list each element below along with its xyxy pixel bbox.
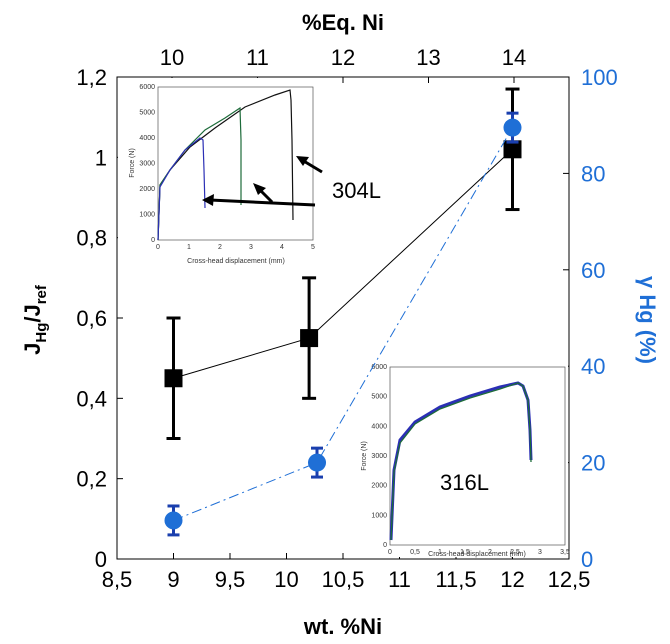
series-J [164,87,522,440]
x-tick-label: 12,5 [548,567,591,592]
right-axis-title: γ Hg (%) [635,276,660,364]
y-left-tick-label: 0,6 [76,306,107,331]
x-tick-label: 11,5 [435,567,476,592]
inset-316L-y-tick: 0 [383,542,387,549]
inset-316L-y-tick: 2000 [371,483,387,490]
y-right-tick-label: 60 [581,258,605,283]
top-axis-title: %Eq. Ni [302,10,384,35]
y-right-tick-label: 0 [581,547,593,572]
inset-304L-xlabel: Cross-head displacement (mm) [187,258,285,265]
arrow-blue-fracture [209,198,316,207]
inset-316L-x-tick: 1 [438,549,442,556]
inset-304L: 0 1 2 3 4 5 0 1000 2000 3000 4000 5000 6000 Cross-he… [118,78,381,276]
inset-316L-xlabel: Cross-head displacement (mm) [428,551,526,558]
arrow-black-fracture-head [296,156,309,166]
inset-316L-y-tick: 4000 [371,423,387,430]
inset-304L-x-tick: 2 [218,244,222,251]
x-top-tick-label: 10 [160,45,184,70]
y-right-tick-label: 80 [581,161,605,186]
x-tick-label: 12 [500,567,524,592]
left-axis-title: JHg/Jref [20,284,50,355]
x-axis-title: wt. %Ni [303,614,382,639]
inset-304L-y-tick: 5000 [139,110,155,117]
inset-316L: 0 0,5 1 1,5 2 2,5 3 3,5 0 1000 2000 3000 4000 5000 600… [350,357,570,558]
svg-text:JHg/Jref: JHg/Jref [20,284,50,355]
inset-316L-ylabel: Force (N) [361,441,368,471]
series-J-point [503,140,522,159]
inset-304L-y-tick: 4000 [139,135,155,142]
inset-316L-frame [389,366,566,546]
arrow-green-fracture-head [253,183,266,195]
series-J-point [164,369,183,388]
label-316L: 316L [440,470,489,495]
inset-316L-x-tick: 1,5 [460,549,470,556]
x-tick-label: 9,5 [215,567,246,592]
inset-304L-x-tick: 3 [249,244,253,251]
y-right-tick-label: 100 [581,65,618,90]
y-left-ticks: 0 0,2 0,4 0,6 0,8 1 1,2 [76,65,123,572]
arrow-blue-fracture-head [202,194,214,206]
inset-304L-curve-green [157,106,242,241]
inset-304L-background [118,78,322,276]
inset-316L-x-tick: 0,5 [410,549,420,556]
inset-316L-curve-green [390,382,532,541]
y-left-tick-label: 0 [95,547,107,572]
inset-304L-y-tick: 2000 [139,186,155,193]
inset-304L-frame [157,86,314,241]
inset-304L-ylabel: Force (N) [129,148,136,178]
x-top-tick-label: 12 [331,45,355,70]
x-top-tick-label: 11 [246,45,269,70]
x-top-tick-label: 13 [416,45,440,70]
series-gamma-point [164,511,183,530]
inset-304L-y-tick: 6000 [139,84,155,91]
inset-304L-y-tick: 0 [151,237,155,244]
y-right-tick-label: 40 [581,354,605,379]
inset-316L-y-tick: 3000 [371,453,387,460]
inset-316L-y-tick: 1000 [371,512,387,519]
y-left-tick-label: 0,8 [76,226,107,251]
y-left-tick-label: 0,2 [76,467,107,492]
x-tick-label: 10,5 [322,567,365,592]
y-left-tick-label: 1 [95,145,107,170]
inset-316L-x-tick: 3,5 [560,549,570,556]
x-top-ticks: 10 11 12 13 14 [160,45,526,83]
y-right-tick-label: 20 [581,451,605,476]
inset-316L-y-tick: 5000 [371,394,387,401]
y-left-tick-label: 0,4 [76,386,107,411]
y-right-ticks: 0 20 40 60 80 100 [563,65,618,572]
inset-304L-x-tick: 5 [311,244,315,251]
inset-304L-x-tick: 0 [156,244,160,251]
series-gamma-point [503,118,522,137]
x-ticks: 8,5 9 9,5 10 10,5 11 11,5 12 12,5 [102,553,591,592]
x-tick-label: 11 [388,567,411,592]
x-tick-label: 8,5 [102,567,133,592]
x-tick-label: 9 [167,567,179,592]
inset-304L-x-tick: 1 [187,244,191,251]
inset-304L-y-tick: 1000 [139,212,155,219]
series-gamma [164,111,522,537]
series-gamma-point [308,453,327,472]
inset-316L-x-tick: 2 [488,549,492,556]
x-top-tick-label: 14 [502,45,526,70]
inset-316L-x-tick: 2,5 [510,549,520,556]
inset-304L-y-tick: 3000 [139,161,155,168]
label-304L: 304L [332,178,381,203]
y-left-tick-label: 1,2 [76,65,107,90]
inset-316L-x-tick: 3 [538,549,542,556]
inset-304L-x-tick: 4 [280,244,284,251]
series-J-point [300,329,319,348]
inset-304L-curve-blue [157,137,206,241]
inset-316L-y-tick: 6000 [371,364,387,371]
inset-316L-x-tick: 0 [388,549,392,556]
x-tick-label: 10 [274,567,298,592]
